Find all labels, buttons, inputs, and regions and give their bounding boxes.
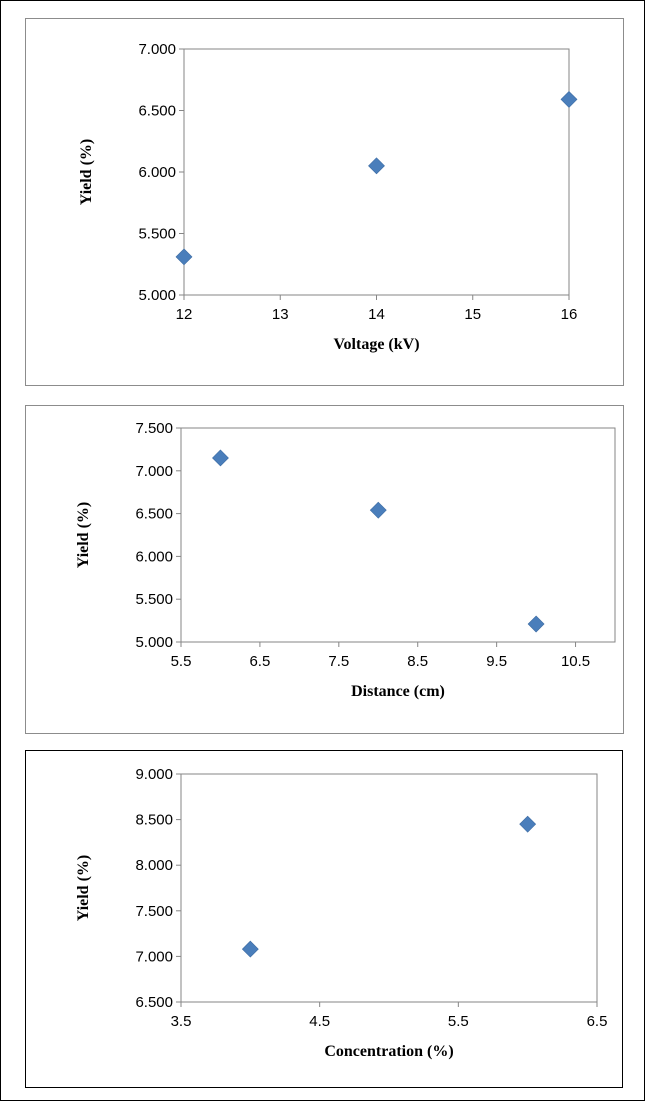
chart-voltage: 5.000 5.500 6.000 6.500 7.000 12 13 14 15 16 Volta… <box>78 41 578 353</box>
x-tick-label: 3.5 <box>171 1013 192 1030</box>
chart-panel-distance: 5.000 5.500 6.000 6.500 7.000 7.500 5.5 6.5 7.5 8… <box>25 405 624 734</box>
chart-distance: 5.000 5.500 6.000 6.500 7.000 7.500 5.5 6.5 7.5 8… <box>75 420 616 700</box>
x-tick-label: 10.5 <box>561 653 590 670</box>
y-tick-label: 8.500 <box>135 812 173 829</box>
x-tick-label: 5.5 <box>448 1013 469 1030</box>
y-axis-title: Yield (%) <box>75 502 92 569</box>
data-point <box>527 615 545 633</box>
y-tick-label: 5.000 <box>138 287 176 304</box>
x-tick-label: 15 <box>464 306 481 323</box>
x-axis-title: Concentration (%) <box>324 1043 453 1060</box>
y-tick-label: 8.000 <box>135 857 173 874</box>
x-tick-label: 6.5 <box>587 1013 608 1030</box>
y-tick-label: 6.500 <box>135 506 173 523</box>
y-tick-label: 7.500 <box>135 903 173 920</box>
chart-panel-concentration: 6.500 7.000 7.500 8.000 8.500 9.000 3.5 4.5 5.5 6… <box>25 750 623 1088</box>
plot-area <box>180 773 598 1003</box>
x-tick-label: 5.5 <box>171 653 192 670</box>
x-tick-label: 9.5 <box>486 653 507 670</box>
data-point <box>560 91 578 108</box>
data-point <box>369 501 387 519</box>
y-tick-label: 9.000 <box>135 766 173 783</box>
y-axis-title: Yield (%) <box>75 855 92 922</box>
x-tick-label: 12 <box>176 306 193 323</box>
x-tick-label: 14 <box>368 306 385 323</box>
y-tick-label: 7.000 <box>135 948 173 965</box>
data-point <box>368 157 385 175</box>
data-point <box>212 449 229 467</box>
plot-area <box>180 427 616 643</box>
x-tick-label: 6.5 <box>249 653 270 670</box>
x-tick-label: 7.5 <box>328 653 349 670</box>
x-axis-title: Voltage (kV) <box>333 336 419 353</box>
y-tick-label: 6.000 <box>135 548 173 565</box>
x-axis-title: Distance (cm) <box>351 683 445 700</box>
chart-concentration: 6.500 7.000 7.500 8.000 8.500 9.000 3.5 4.5 5.5 6… <box>75 766 608 1060</box>
y-tick-label: 5.000 <box>135 634 173 651</box>
x-tick-label: 13 <box>272 306 289 323</box>
data-point <box>175 248 193 266</box>
x-tick-label: 4.5 <box>309 1013 330 1030</box>
data-point <box>519 815 537 833</box>
x-tick-label: 16 <box>561 306 578 323</box>
chart-panel-voltage: 5.000 5.500 6.000 6.500 7.000 12 13 14 15 16 Volta… <box>25 18 624 386</box>
y-tick-label: 7.000 <box>135 463 173 480</box>
y-tick-label: 7.500 <box>135 420 173 437</box>
y-tick-label: 6.500 <box>138 103 176 120</box>
y-tick-label: 5.500 <box>135 591 173 608</box>
y-tick-label: 6.500 <box>135 994 173 1011</box>
y-tick-label: 5.500 <box>138 226 176 243</box>
y-tick-label: 6.000 <box>138 164 176 181</box>
data-point <box>241 940 259 958</box>
y-tick-label: 7.000 <box>138 41 176 58</box>
x-tick-label: 8.5 <box>407 653 428 670</box>
y-axis-title: Yield (%) <box>78 139 95 206</box>
